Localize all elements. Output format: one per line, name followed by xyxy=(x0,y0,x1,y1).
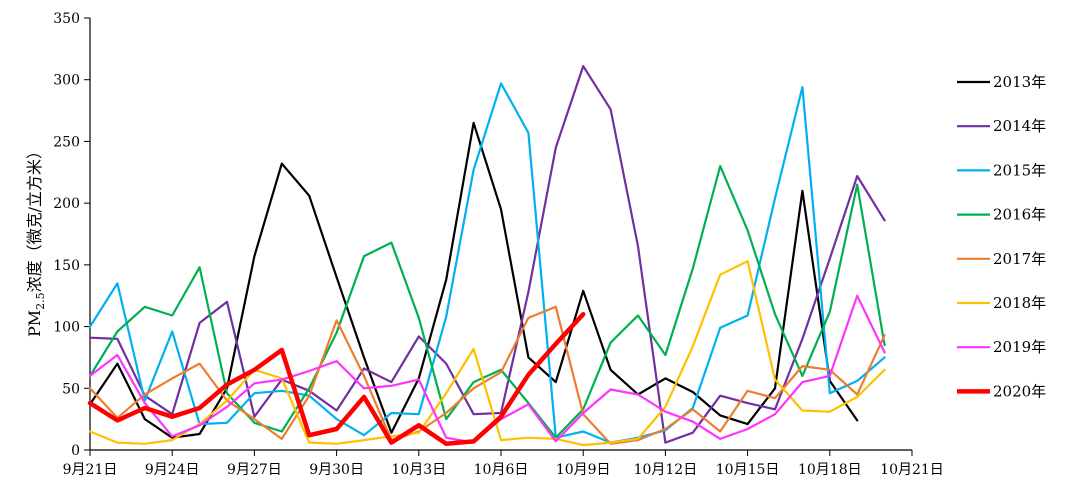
x-tick-label: 10月15日 xyxy=(716,462,780,478)
legend-label: 2020年 xyxy=(993,382,1046,400)
series-lines xyxy=(87,64,886,447)
y-tick-label: 50 xyxy=(62,381,80,397)
legend-label: 2019年 xyxy=(993,338,1046,356)
series-line-2020年 xyxy=(87,311,586,447)
y-tick-label: 200 xyxy=(53,196,80,212)
y-axis-title-post: 浓度（微克/立方米） xyxy=(25,143,44,292)
series-line-2017年 xyxy=(88,305,886,445)
legend-label: 2013年 xyxy=(993,73,1046,91)
series-line-2016年 xyxy=(88,165,886,439)
y-tick-label: 0 xyxy=(71,443,80,459)
y-axis-title: PM2.5浓度（微克/立方米） xyxy=(25,143,47,337)
x-tick-label: 10月12日 xyxy=(634,462,698,478)
legend-label: 2014年 xyxy=(993,117,1046,135)
axes: 0 50 100 150 200 250 300 350 9月21日 9月24日 9月27日 9月30… xyxy=(53,11,944,478)
x-tick-label: 10月21日 xyxy=(880,462,944,478)
y-tick-label: 150 xyxy=(53,258,80,274)
x-tick-label: 9月27日 xyxy=(227,462,282,478)
x-tick-label: 10月18日 xyxy=(798,462,862,478)
x-tick-label: 10月9日 xyxy=(556,462,611,478)
y-tick-label: 100 xyxy=(53,320,80,336)
x-tick-label: 10月6日 xyxy=(474,462,529,478)
legend-label: 2015年 xyxy=(993,161,1046,179)
legend-label: 2016年 xyxy=(993,206,1046,224)
x-tick-label: 10月3日 xyxy=(391,462,446,478)
series-line-2018年 xyxy=(88,260,886,447)
series-line-2014年 xyxy=(88,64,886,444)
legend-label: 2017年 xyxy=(993,250,1046,268)
series-line-2019年 xyxy=(88,294,886,444)
y-axis-title-sub: 2.5 xyxy=(34,292,47,310)
x-tick-label: 9月21日 xyxy=(63,462,118,478)
y-tick-label: 350 xyxy=(53,11,80,27)
y-tick-label: 300 xyxy=(53,73,80,89)
y-tick-label: 250 xyxy=(53,134,80,150)
x-tick-label: 9月24日 xyxy=(145,462,200,478)
legend: 2013年 2014年 2015年 2016年 2017年 2018年 2019年 2020年 xyxy=(957,73,1046,400)
series-line-2015年 xyxy=(88,82,886,444)
legend-label: 2018年 xyxy=(993,294,1046,312)
y-axis-title-pre: PM xyxy=(25,310,44,337)
x-tick-label: 9月30日 xyxy=(309,462,364,478)
